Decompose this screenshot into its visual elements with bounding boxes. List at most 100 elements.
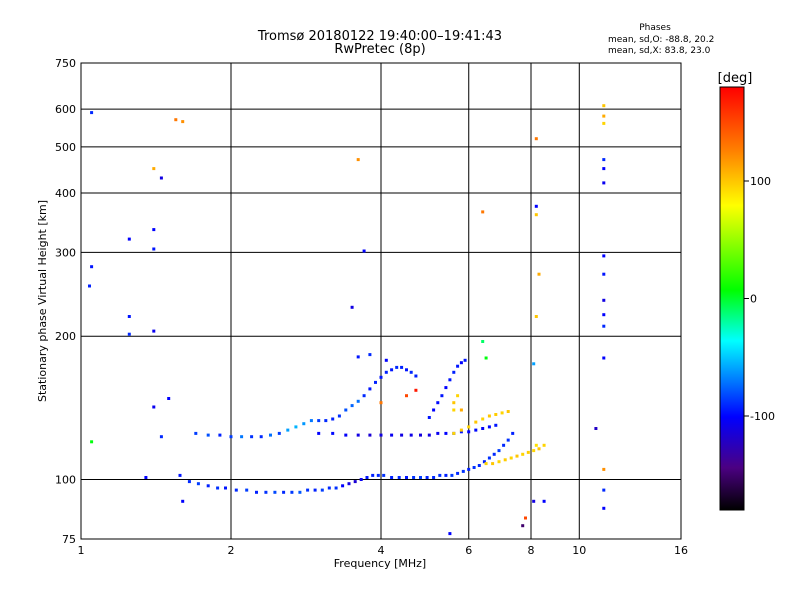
x-tick-label: 4: [378, 544, 385, 557]
data-point: [317, 431, 321, 435]
data-point: [290, 490, 294, 494]
data-point: [331, 417, 335, 421]
y-axis-label: Stationary phase Virtual Height [km]: [36, 200, 49, 402]
data-point: [438, 473, 442, 477]
y-tick-label: 600: [55, 103, 76, 116]
data-point: [306, 488, 310, 492]
data-point: [534, 213, 538, 217]
data-point: [456, 471, 460, 475]
data-point: [362, 249, 366, 253]
data-point: [484, 462, 488, 466]
x-tick-label: 10: [572, 544, 586, 557]
data-point: [327, 486, 331, 490]
data-point: [359, 478, 363, 481]
data-point: [371, 473, 375, 477]
data-point: [216, 486, 220, 490]
data-point: [467, 467, 471, 471]
data-point: [459, 408, 463, 412]
data-point: [484, 356, 488, 360]
data-point: [452, 431, 456, 435]
data-point: [286, 428, 290, 432]
data-point: [481, 427, 485, 430]
data-point: [532, 362, 536, 366]
data-point: [503, 458, 507, 462]
data-point: [344, 408, 348, 412]
data-point: [127, 332, 131, 336]
data-point: [602, 158, 606, 162]
data-point: [152, 405, 156, 409]
data-point: [331, 431, 335, 435]
y-tick-label: 400: [55, 187, 76, 200]
data-point: [532, 449, 536, 453]
data-point: [282, 490, 286, 494]
data-point: [379, 433, 383, 437]
data-point: [390, 476, 394, 479]
data-point: [497, 449, 501, 453]
data-point: [602, 114, 606, 118]
data-point: [390, 368, 394, 372]
y-tick-label: 75: [62, 533, 76, 546]
data-point: [474, 428, 478, 432]
data-point: [537, 447, 541, 451]
data-point: [224, 486, 227, 490]
data-point: [302, 422, 306, 426]
data-point: [181, 120, 185, 124]
data-point: [602, 167, 606, 171]
grid-lines: [81, 63, 681, 539]
data-point: [368, 387, 372, 391]
data-point: [472, 466, 476, 469]
data-point: [459, 428, 463, 432]
data-point: [218, 433, 222, 437]
data-point: [350, 305, 354, 309]
data-point: [511, 431, 515, 435]
data-point: [487, 456, 491, 460]
data-point: [459, 430, 463, 434]
data-point: [379, 401, 383, 405]
data-point: [127, 237, 131, 241]
data-point: [502, 443, 506, 447]
data-point: [456, 364, 460, 368]
data-point: [494, 413, 498, 416]
data-point: [368, 433, 372, 437]
data-point: [273, 490, 277, 494]
colorbar-tick-label: 100: [750, 175, 771, 188]
data-point: [602, 356, 606, 360]
data-point: [344, 433, 348, 437]
data-point: [250, 435, 254, 439]
data-point: [425, 476, 429, 479]
x-axis-label: Frequency [MHz]: [334, 557, 426, 570]
stats-x-mode: mean, sd,X: 83.8, 23.0: [608, 46, 711, 56]
data-point: [382, 473, 386, 477]
data-point: [419, 433, 422, 437]
data-point: [90, 111, 94, 115]
data-point: [152, 228, 156, 232]
data-point: [506, 438, 510, 442]
data-point: [602, 104, 606, 108]
y-axis: 75 100 200 300 400 500 600 750: [55, 57, 76, 546]
x-tick-label: 1: [78, 544, 85, 557]
data-point: [500, 411, 504, 415]
y-tick-label: 200: [55, 330, 76, 343]
data-point: [459, 361, 463, 365]
data-point: [491, 462, 495, 466]
data-point: [313, 488, 317, 492]
colorbar-label: [deg]: [718, 71, 753, 86]
data-point: [245, 488, 249, 492]
data-point: [409, 433, 413, 437]
data-points: [88, 104, 606, 546]
data-point: [602, 181, 606, 185]
data-point: [432, 476, 436, 479]
data-point: [178, 473, 182, 477]
x-tick-label: 6: [465, 544, 472, 557]
data-point: [444, 473, 448, 477]
data-point: [309, 419, 313, 423]
data-point: [427, 433, 431, 437]
data-point: [452, 401, 456, 405]
data-point: [542, 443, 546, 447]
data-point: [474, 420, 478, 424]
data-point: [494, 423, 498, 427]
data-point: [159, 176, 163, 180]
data-point: [356, 399, 360, 403]
data-point: [440, 543, 443, 546]
x-axis: 1 2 4 6 8 10 16: [78, 544, 689, 557]
